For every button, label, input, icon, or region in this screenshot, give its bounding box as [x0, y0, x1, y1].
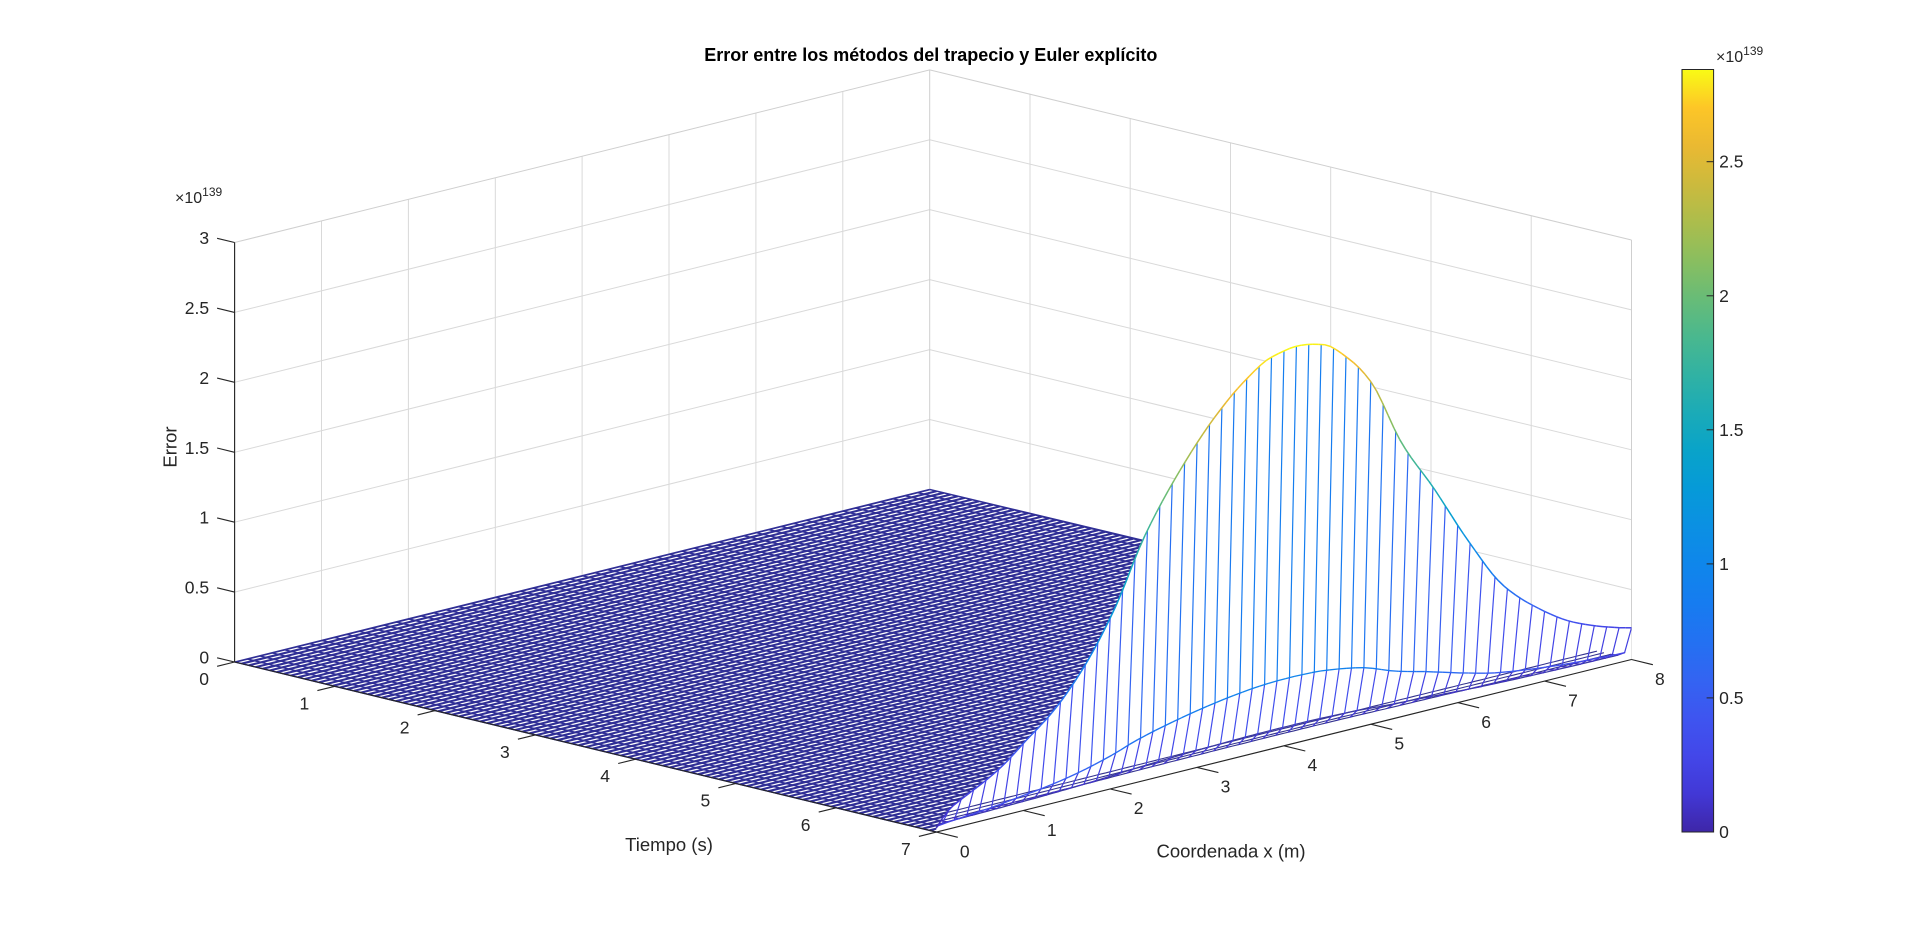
svg-text:2: 2 [1134, 798, 1144, 818]
svg-text:1.5: 1.5 [185, 438, 209, 458]
svg-text:8: 8 [1655, 669, 1665, 689]
svg-text:0.5: 0.5 [1719, 688, 1743, 708]
svg-text:2: 2 [1719, 286, 1729, 306]
svg-text:3: 3 [199, 228, 209, 248]
svg-text:0: 0 [199, 669, 209, 689]
svg-text:3: 3 [1221, 777, 1231, 797]
svg-text:6: 6 [801, 815, 811, 835]
svg-text:7: 7 [1568, 690, 1578, 710]
svg-text:Tiempo (s): Tiempo (s) [625, 834, 713, 855]
svg-text:3: 3 [500, 742, 510, 762]
svg-text:4: 4 [1308, 755, 1318, 775]
svg-text:2.5: 2.5 [185, 298, 209, 318]
svg-text:Error entre los métodos del tr: Error entre los métodos del trapecio y E… [704, 45, 1157, 65]
svg-text:5: 5 [1394, 734, 1404, 754]
svg-text:Error: Error [160, 426, 181, 467]
svg-text:0: 0 [960, 841, 970, 861]
svg-text:0: 0 [1719, 822, 1729, 842]
svg-text:2.5: 2.5 [1719, 152, 1743, 172]
svg-text:1: 1 [1719, 554, 1729, 574]
svg-text:0.5: 0.5 [185, 578, 209, 598]
svg-text:6: 6 [1481, 712, 1491, 732]
svg-text:Coordenada x (m): Coordenada x (m) [1156, 841, 1305, 862]
svg-text:7: 7 [901, 839, 911, 859]
svg-text:2: 2 [400, 718, 410, 738]
svg-text:0: 0 [199, 648, 209, 668]
svg-text:4: 4 [600, 766, 610, 786]
svg-text:1: 1 [300, 693, 310, 713]
svg-text:5: 5 [701, 791, 711, 811]
svg-text:2: 2 [199, 368, 209, 388]
svg-text:1: 1 [1047, 820, 1057, 840]
svg-text:1.5: 1.5 [1719, 420, 1743, 440]
svg-text:1: 1 [199, 508, 209, 528]
